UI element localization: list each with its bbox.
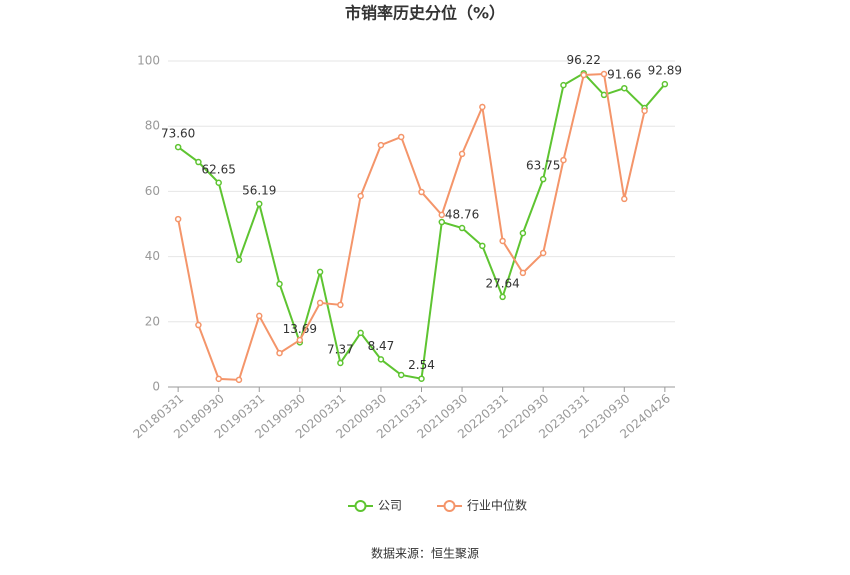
series-line	[177, 72, 666, 380]
data-point	[337, 301, 344, 309]
data-label: 92.89	[648, 64, 682, 78]
data-point	[215, 179, 222, 187]
data-point	[600, 70, 608, 78]
data-point	[256, 312, 263, 320]
data-label: 63.75	[526, 159, 560, 173]
data-point	[337, 359, 344, 367]
y-tick-label: 20	[145, 314, 160, 328]
data-point	[256, 200, 263, 208]
source-note: 数据来源：恒生聚源	[371, 546, 479, 561]
data-point	[377, 141, 385, 149]
data-label: 62.65	[202, 162, 236, 176]
data-point	[418, 188, 425, 196]
data-point	[519, 229, 527, 237]
data-point	[438, 211, 446, 219]
data-point	[641, 107, 648, 115]
data-label: 13.69	[283, 322, 317, 336]
legend-marker	[443, 500, 456, 512]
data-point	[235, 376, 243, 384]
data-point	[195, 321, 202, 329]
data-point	[560, 156, 567, 164]
data-point	[235, 256, 243, 264]
data-label: 7.37	[327, 342, 354, 356]
data-point	[600, 91, 608, 99]
data-point	[479, 242, 486, 250]
data-point	[458, 150, 466, 158]
data-point	[357, 192, 364, 200]
data-point	[458, 224, 466, 232]
data-point	[276, 349, 283, 357]
data-label: 96.22	[567, 53, 601, 67]
data-point	[519, 269, 527, 277]
data-point	[539, 249, 547, 257]
y-tick-label: 60	[145, 184, 160, 198]
data-point	[621, 195, 628, 203]
legend-label: 行业中位数	[467, 498, 527, 513]
data-point	[377, 356, 385, 363]
data-point	[276, 280, 283, 288]
data-point	[316, 299, 324, 307]
data-point	[296, 336, 304, 344]
data-point	[438, 218, 446, 226]
series-line	[177, 72, 646, 381]
data-point	[174, 143, 182, 151]
data-point	[479, 103, 486, 111]
y-tick-label: 0	[152, 380, 160, 394]
data-label: 8.47	[368, 339, 395, 353]
data-point	[580, 71, 587, 79]
data-point	[174, 215, 182, 223]
y-tick-label: 80	[145, 119, 160, 133]
data-label: 91.66	[607, 68, 641, 82]
data-label: 56.19	[242, 183, 276, 197]
chart-title: 市销率历史分位（%）	[345, 4, 505, 23]
data-point	[560, 81, 567, 89]
data-point	[499, 293, 506, 301]
legend-marker	[354, 500, 367, 512]
data-point	[195, 158, 202, 166]
data-point	[418, 375, 425, 382]
data-label: 27.64	[485, 276, 519, 290]
data-label: 48.76	[445, 208, 479, 222]
data-label: 2.54	[408, 358, 435, 372]
data-point	[397, 371, 405, 379]
data-point	[397, 133, 405, 141]
data-label: 73.60	[161, 127, 195, 141]
data-point	[621, 84, 628, 92]
y-tick-label: 40	[145, 249, 160, 263]
legend-label: 公司	[378, 499, 402, 513]
data-point	[215, 375, 222, 383]
data-point	[357, 329, 364, 337]
data-point	[661, 80, 669, 88]
data-point	[499, 237, 506, 245]
data-point	[539, 175, 547, 183]
data-point	[316, 268, 324, 276]
y-tick-label: 100	[137, 54, 160, 68]
